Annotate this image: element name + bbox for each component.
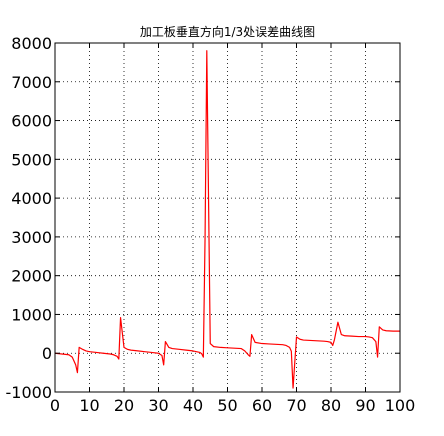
y-tick-label: -1000 — [6, 383, 53, 402]
y-tick-label: 4000 — [11, 189, 52, 208]
y-tick-label: 5000 — [11, 150, 52, 169]
x-tick-label: 50 — [217, 396, 237, 415]
x-tick-label: 60 — [252, 396, 272, 415]
y-tick-label: 1000 — [11, 305, 52, 324]
x-tick-label: 30 — [148, 396, 168, 415]
y-axis-ticks: -1000 0 1000 2000 3000 4000 5000 6000 7000 8000 — [6, 34, 400, 402]
x-tick-label: 10 — [79, 396, 99, 415]
x-tick-label: 40 — [183, 396, 203, 415]
chart-title: 加工板垂直方向1/3处误差曲线图 — [140, 24, 315, 39]
x-tick-label: 0 — [50, 396, 60, 415]
x-tick-label: 20 — [114, 396, 134, 415]
series-layer — [54, 50, 400, 389]
grid-lines — [55, 43, 400, 392]
x-tick-label: 90 — [355, 396, 375, 415]
y-tick-label: 3000 — [11, 228, 52, 247]
x-tick-label: 70 — [286, 396, 306, 415]
x-tick-label: 100 — [385, 396, 416, 415]
x-axis-ticks: 0 10 20 30 40 50 60 70 80 90 100 — [50, 43, 415, 415]
x-tick-label: 80 — [321, 396, 341, 415]
y-tick-label: 0 — [42, 344, 52, 363]
y-tick-label: 7000 — [11, 73, 52, 92]
y-tick-label: 2000 — [11, 267, 52, 286]
y-tick-label: 8000 — [11, 34, 52, 53]
y-tick-label: 6000 — [11, 112, 52, 131]
error-series-line — [54, 50, 400, 389]
